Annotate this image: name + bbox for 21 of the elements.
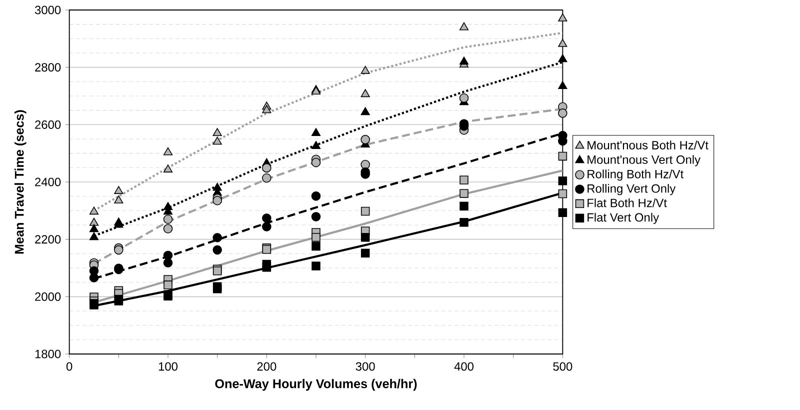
x-tick-label: 0 — [66, 362, 72, 371]
legend-label: Flat Both Hz/Vt — [588, 198, 667, 208]
y-tick-label: 2000 — [35, 292, 61, 301]
legend-label: Flat Vert Only — [588, 212, 660, 224]
x-axis-title: One-Way Hourly Volumes (veh/hr) — [215, 378, 417, 391]
legend-label: Mount'nous Vert Only — [588, 155, 701, 166]
y-tick-label: 1800 — [35, 350, 61, 358]
legend-label: Rolling Both Hz/Vt — [588, 170, 684, 181]
x-tick-label: 200 — [257, 362, 276, 371]
y-tick-label: 2800 — [35, 63, 61, 72]
y-axis-title: Mean Travel Time (secs) — [14, 110, 26, 254]
legend-label: Mount'nous Both Hz/Vt — [588, 140, 708, 150]
legend-label: Rolling Vert Only — [588, 184, 676, 196]
y-tick-label: 2400 — [35, 178, 61, 186]
y-tick-label: 3000 — [34, 6, 61, 14]
x-tick-label: 300 — [356, 362, 375, 371]
x-tick-label: 500 — [553, 362, 572, 371]
x-tick-label: 100 — [158, 362, 178, 371]
y-tick-label: 2600 — [35, 120, 61, 129]
y-tick-label: 2200 — [35, 235, 61, 244]
x-tick-label: 400 — [454, 362, 474, 371]
